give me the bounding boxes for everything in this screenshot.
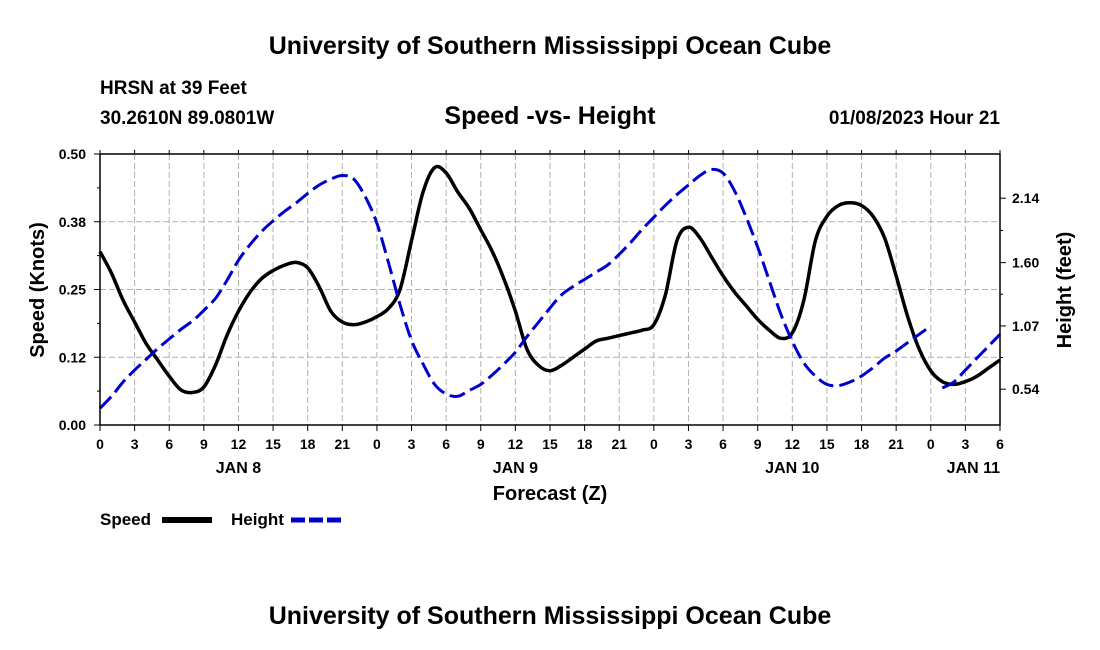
x-tick-label: 18 — [577, 436, 593, 452]
x-tick-label: 21 — [335, 436, 351, 452]
x-axis: 0 3 6 9 12 15 18 21 0 3 6 9 12 15 18 21 0 3 6 9 12 15 18 21 0 3 6 — [96, 150, 1004, 452]
y2-tick-label: 0.54 — [1012, 381, 1039, 397]
legend-height-label: Height — [231, 510, 284, 529]
y-tick-label: 0.12 — [59, 349, 86, 365]
page-title: University of Southern Mississippi Ocean… — [269, 32, 832, 60]
y-axis-right: 0.54 1.07 1.60 2.14 — [1000, 190, 1039, 397]
height-series-line — [98, 167, 932, 410]
y2-tick-label: 1.60 — [1012, 255, 1039, 271]
x-tick-label: 9 — [477, 436, 485, 452]
series-group — [98, 164, 1002, 410]
plot-frame — [99, 153, 1001, 426]
x-tick-label: 18 — [300, 436, 316, 452]
x-tick-label: 6 — [165, 436, 173, 452]
x-tick-label: 0 — [373, 436, 381, 452]
chart-title: Speed -vs- Height — [444, 102, 656, 130]
x-tick-label: 12 — [785, 436, 801, 452]
x-tick-label: 9 — [754, 436, 762, 452]
x-tick-label: 15 — [819, 436, 835, 452]
y-axis-left: 0.00 0.12 0.25 0.38 0.50 — [59, 146, 100, 433]
x-tick-label: 3 — [961, 436, 969, 452]
x-tick-label: 15 — [265, 436, 281, 452]
x-tick-label: 6 — [442, 436, 450, 452]
day-label: JAN 9 — [493, 460, 538, 477]
x-tick-label: 21 — [888, 436, 904, 452]
x-tick-label: 12 — [231, 436, 247, 452]
y-tick-label: 0.50 — [59, 146, 86, 162]
x-tick-label: 12 — [508, 436, 524, 452]
legend-speed-label: Speed — [100, 510, 151, 529]
footer-title: University of Southern Mississippi Ocean… — [269, 602, 832, 630]
y2-axis-label: Height (feet) — [1054, 232, 1076, 349]
y-tick-label: 0.25 — [59, 282, 86, 298]
y2-tick-label: 2.14 — [1012, 190, 1039, 206]
x-axis-label: Forecast (Z) — [493, 483, 607, 505]
day-label: JAN 10 — [765, 460, 819, 477]
speed-series-line — [98, 164, 1001, 395]
x-tick-label: 18 — [854, 436, 870, 452]
x-tick-label: 6 — [719, 436, 727, 452]
station-label: HRSN at 39 Feet — [100, 78, 247, 99]
x-tick-label: 3 — [131, 436, 139, 452]
y-tick-label: 0.38 — [59, 214, 86, 230]
x-tick-label: 3 — [685, 436, 693, 452]
y-tick-label: 0.00 — [59, 417, 86, 433]
x-tick-label: 0 — [650, 436, 658, 452]
x-tick-label: 21 — [611, 436, 627, 452]
height-series-line — [941, 333, 1002, 390]
x-tick-label: 15 — [542, 436, 558, 452]
grid — [100, 153, 1000, 425]
day-labels: JAN 8 JAN 9 JAN 10 JAN 11 — [216, 460, 1000, 477]
timestamp-label: 01/08/2023 Hour 21 — [829, 108, 1001, 129]
location-label: 30.2610N 89.0801W — [100, 108, 274, 129]
x-tick-label: 3 — [408, 436, 416, 452]
y2-tick-label: 1.07 — [1012, 318, 1039, 334]
y-axis-label: Speed (Knots) — [27, 222, 49, 358]
x-tick-label: 9 — [200, 436, 208, 452]
x-tick-label: 0 — [96, 436, 104, 452]
day-label: JAN 11 — [947, 460, 1000, 477]
x-tick-label: 0 — [927, 436, 935, 452]
day-label: JAN 8 — [216, 460, 261, 477]
x-tick-label: 6 — [996, 436, 1004, 452]
